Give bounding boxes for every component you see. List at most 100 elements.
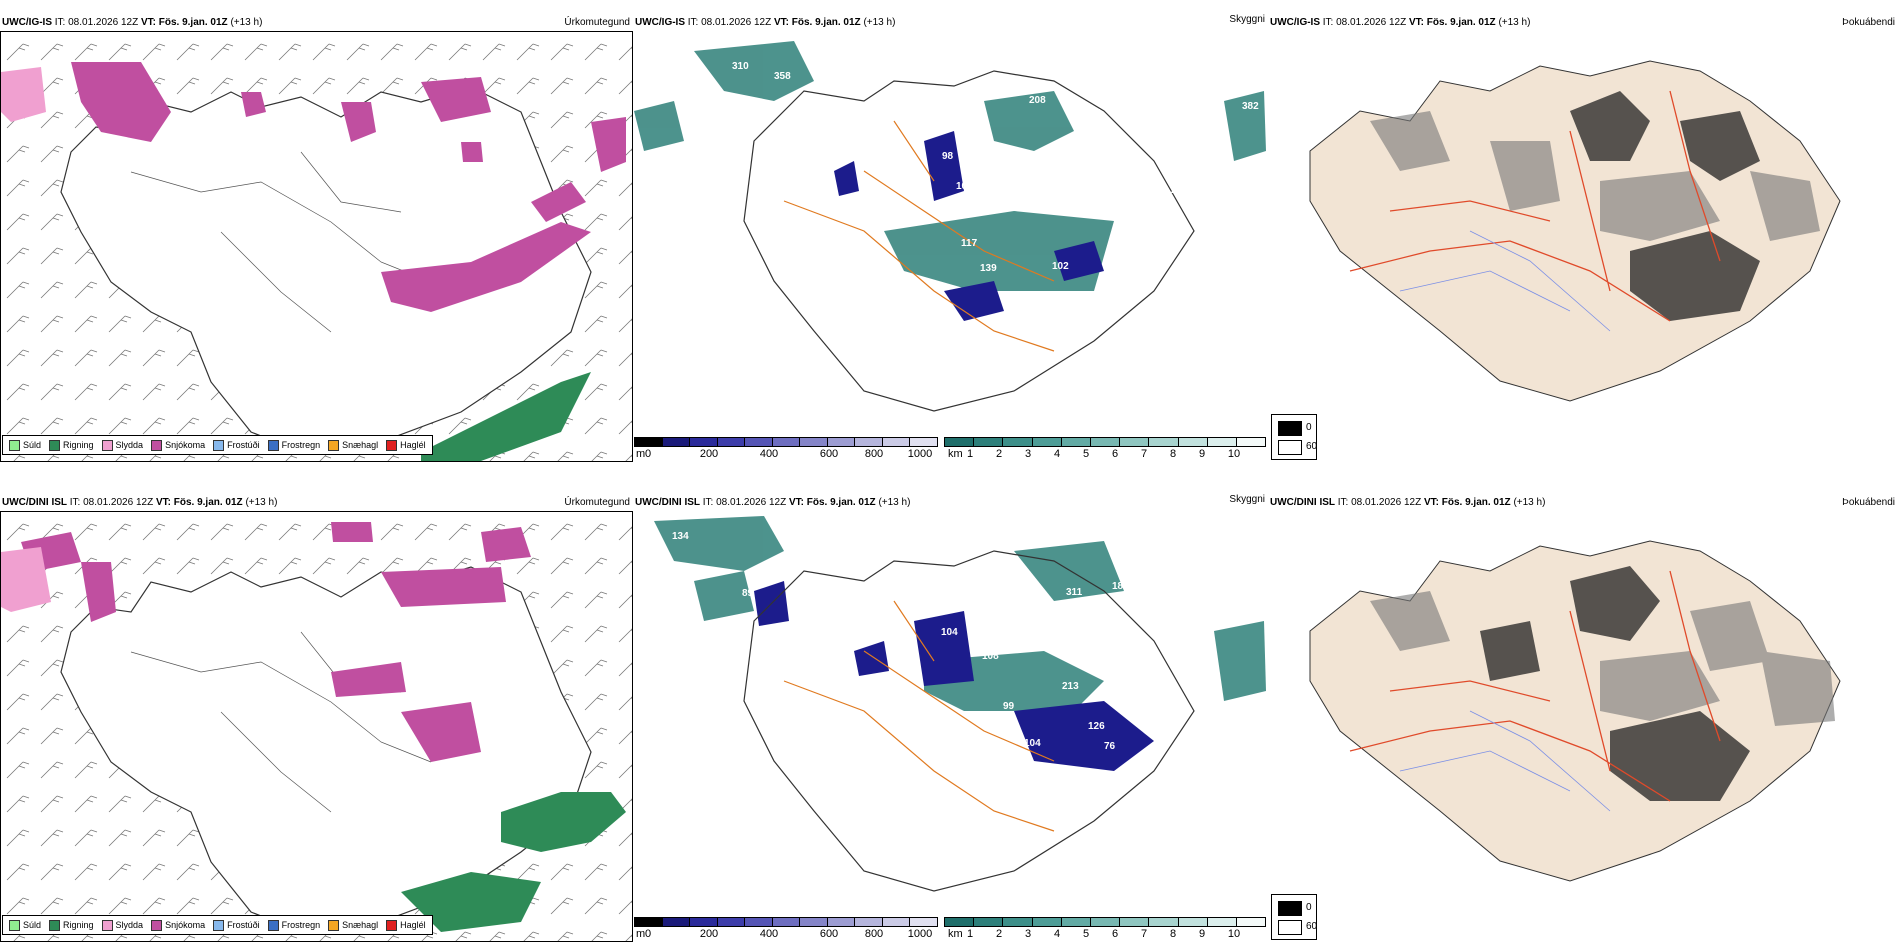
roads [783,600,1055,832]
colorbar-tick: 8 [1169,928,1177,940]
fog-map-1[interactable] [1270,31,1900,431]
drizzle-swatch [9,439,20,451]
snow-swatch [151,919,163,931]
lead-time: (+13 h) [230,17,263,28]
precip-type-map-2[interactable] [0,511,633,942]
snow-swatch [151,439,163,451]
fog-map-2[interactable] [1270,511,1900,911]
label-cloud-12: 76 [1104,741,1116,752]
legend-item-hail: Haglél [386,919,426,931]
label-cloud-5: 113 [719,128,736,139]
legend-item-drizzle: Súld [9,919,42,931]
panel-header-precip-2: UWC/DINI ISL IT: 08.01.2026 12Z VT: Fös.… [2,497,277,508]
lead-time: (+13 h) [878,497,911,508]
colorbar-tick: 10 [1227,448,1241,460]
legend-item-snow-pellets: Snæhagl [328,919,379,931]
fog-low-swatch [1278,920,1302,935]
fog-high-label: 0 [1306,422,1312,433]
it-value: 08.01.2026 12Z [701,17,772,28]
cloud-base-colorbar-2: m 0 200 400 600 800 1000 [634,917,938,945]
legend-label: Snæhagl [342,920,379,930]
colorbar-tick: 800 [864,448,884,460]
vt-label: VT: [140,17,156,28]
fog-low-label: 60 [1306,441,1318,452]
it-label: IT: [1322,17,1334,28]
legend-label: Slydda [115,440,144,450]
visibility-map-2[interactable]: 134 79 89 105 74 104 108 99 149 104 126 … [634,511,1266,911]
it-label: IT: [54,17,66,28]
fog-high-swatch [1278,901,1302,916]
colorbar-swatches [634,917,938,927]
snow-pellets-swatch [328,919,340,931]
vt-value: Fös. 9.jan. 01Z [158,17,228,28]
colorbar-tick: 400 [759,448,779,460]
fog-index-key-2: 0 60 [1271,894,1317,940]
rivers [1399,710,1611,812]
legend-label: Súld [23,440,42,450]
lead-time: (+13 h) [245,497,278,508]
fog-grey-areas [1370,591,1835,726]
legend-item-sleet: Slydda [101,919,143,931]
legend-item-freezing-drizzle: Frostúði [213,439,260,451]
vt-label: VT: [1408,17,1424,28]
label-cloud-13: 139 [980,263,997,274]
label-cloud-15: 326 [890,711,907,722]
label-cloud-10: 104 [1024,738,1041,749]
vt-value: Fös. 9.jan. 01Z [791,17,861,28]
param-title-visibility-2: Skyggni [1229,494,1265,505]
label-cloud-18: 79 [1165,203,1177,214]
colorbar-tick: 200 [699,448,719,460]
label-cloud-1: 134 [672,531,689,542]
label-cloud-9: 98 [942,151,954,162]
hail-swatch [386,919,398,931]
legend-item-sleet: Slydda [101,439,144,451]
it-label: IT: [702,497,714,508]
colorbar-tick: 7 [1140,448,1148,460]
legend-item-snow: Snjókoma [151,919,205,931]
colorbar-tick: 9 [1198,448,1206,460]
fog-map-svg [1309,540,1841,882]
colorbar-tick: 5 [1082,928,1090,940]
legend-label: Súld [23,920,42,930]
hail-swatch [386,439,398,451]
visibility-map-1[interactable]: 310 358 72 309 113 208 105 41 98 101 111… [634,31,1266,431]
label-cloud-14: 102 [1052,261,1069,272]
iceland-coastline [60,566,592,933]
legend-label: Rigning [63,440,94,450]
lead-time: (+13 h) [1513,497,1546,508]
it-label: IT: [69,497,81,508]
legend-label: Frostregn [281,440,321,450]
sleet-swatch [101,439,113,451]
label-cloud-14: 189 [1112,581,1129,592]
label-cloud-15: 93 [1108,241,1120,252]
label-cloud-19: 291 [1171,185,1188,196]
freezing-rain-swatch [267,439,279,451]
colorbar-tick: 9 [1198,928,1206,940]
colorbar-swatches [944,917,1266,927]
freezing-rain-swatch [267,919,279,931]
it-label: IT: [687,17,699,28]
colorbar-swatches [634,437,938,447]
legend-item-rain: Rigning [49,919,94,931]
roads [130,151,432,333]
colorbar-tick: 1 [966,448,974,460]
colorbar-tick: 1 [966,928,974,940]
legend-label: Haglél [400,440,426,450]
it-value: 08.01.2026 12Z [1336,17,1407,28]
legend-item-freezing-drizzle: Frostúði [213,919,260,931]
legend-item-snow: Snjókoma [151,439,205,451]
label-cloud-6: 208 [1029,95,1046,106]
fog-grey-areas [1370,111,1820,241]
roads [1349,90,1721,322]
colorbar-tick: 7 [1140,928,1148,940]
label-cloud-7: 105 [1084,108,1101,119]
rain-areas [421,372,591,461]
label-cloud-21: 20 [1116,143,1128,154]
precip-type-map-1[interactable] [0,31,633,462]
colorbar-tick: 10 [1227,928,1241,940]
vt-label: VT: [773,17,789,28]
rain-swatch [49,439,61,451]
colorbar-tick: 2 [995,448,1003,460]
model-name: UWC/DINI ISL [2,497,67,508]
label-cloud-4: 105 [866,611,883,622]
